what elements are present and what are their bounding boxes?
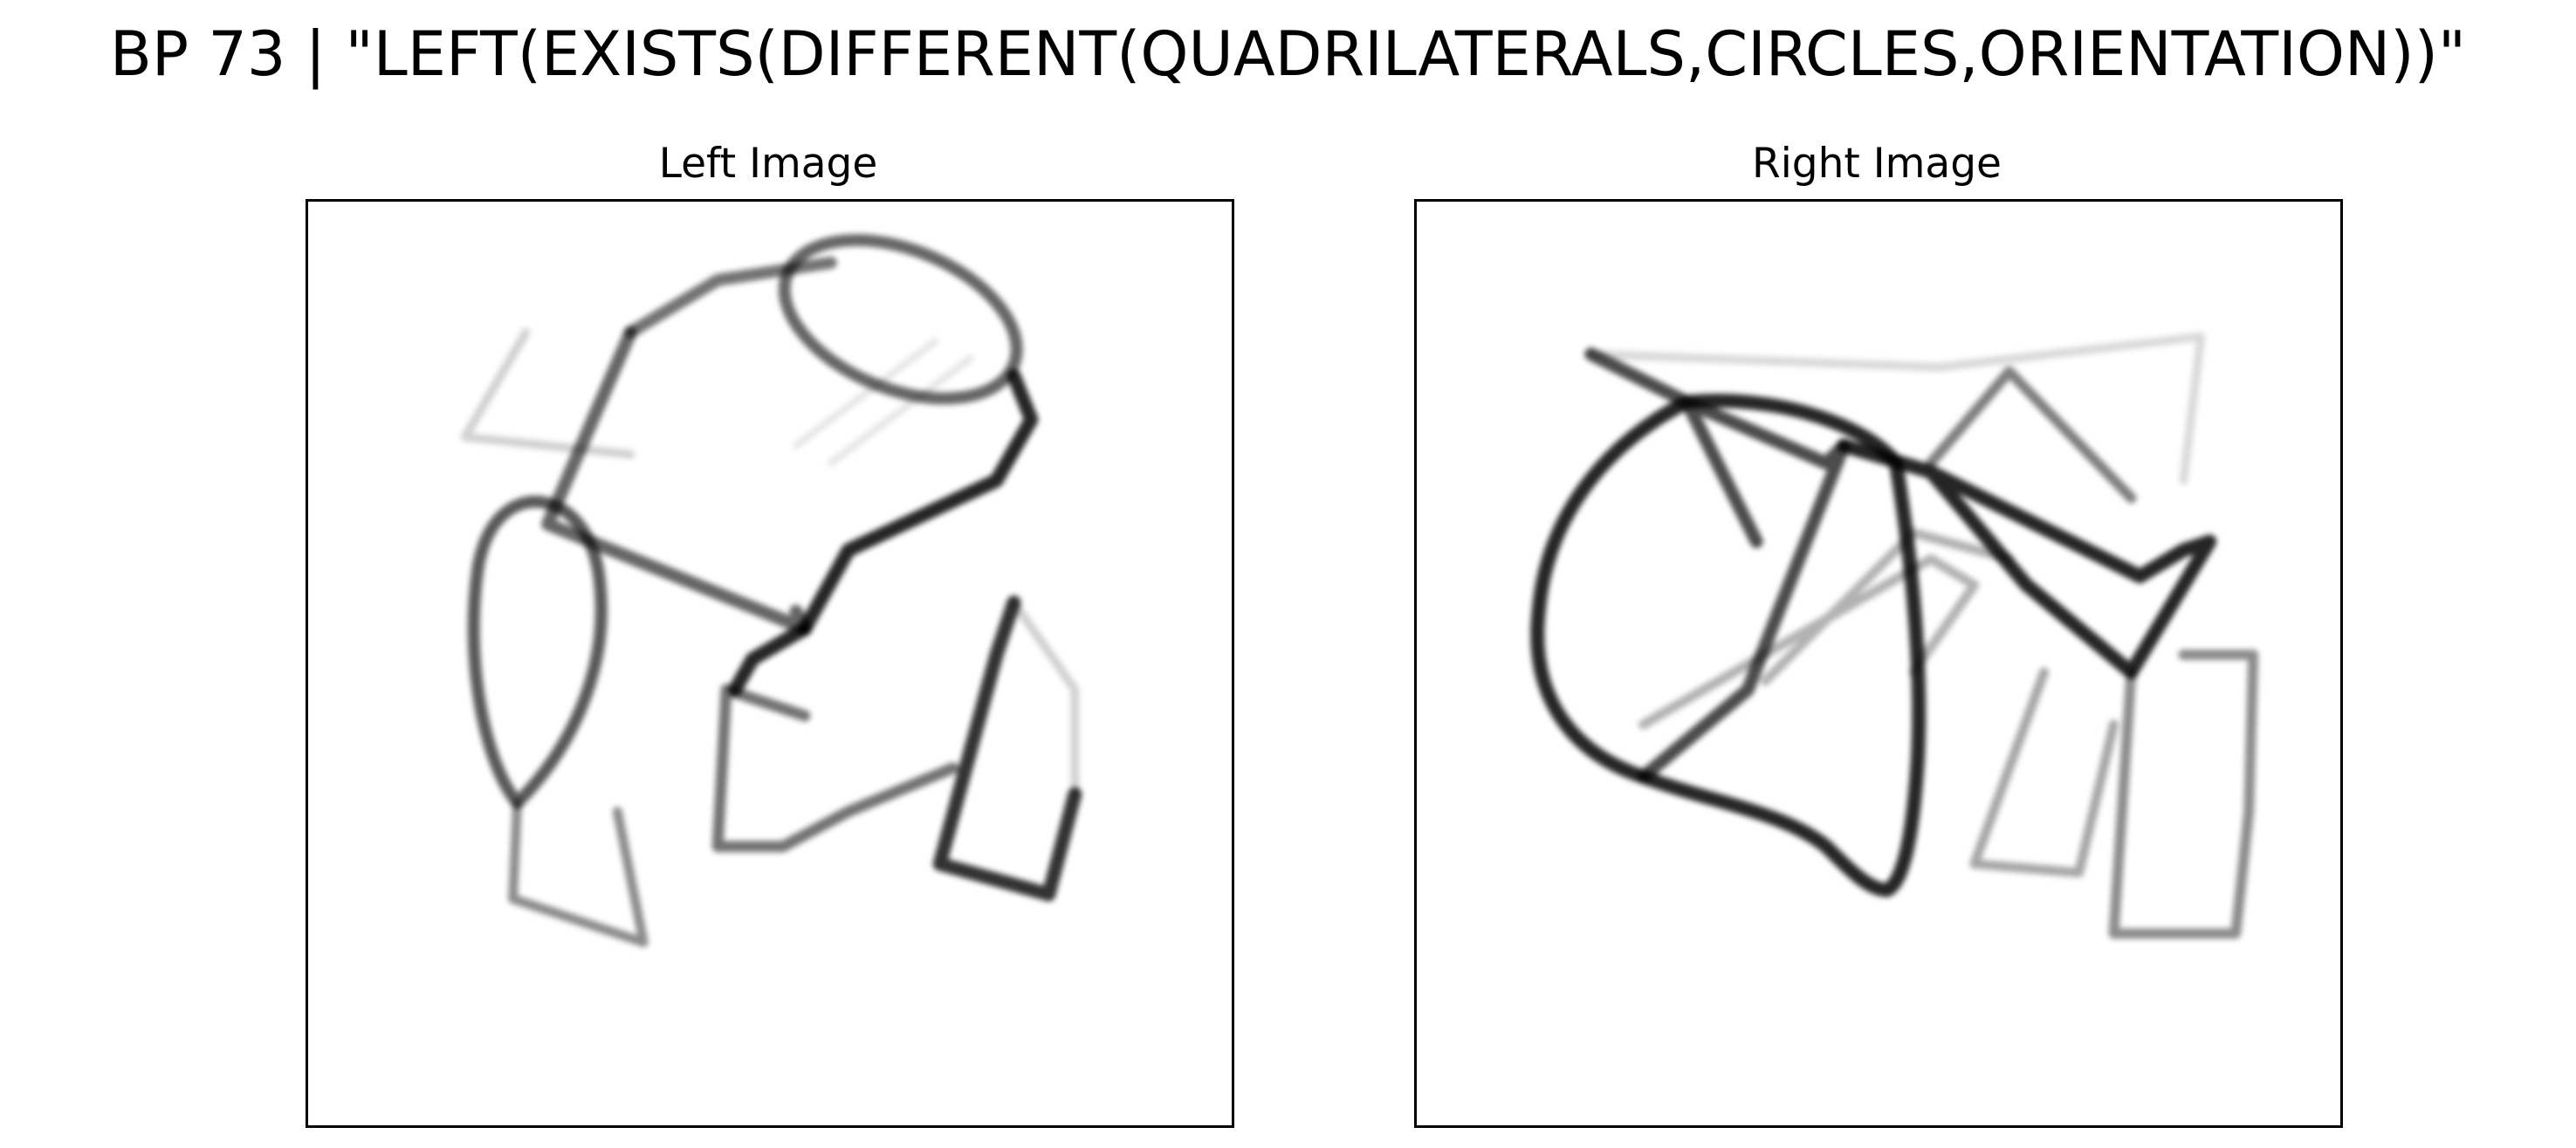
faint-crossing-lines (1638, 527, 2015, 730)
upper-quadrilateral (540, 326, 812, 636)
upper-quadrilateral-dark-edge (797, 368, 1039, 636)
central-quadrilateral (1584, 347, 1851, 784)
figure-title: BP 73 | "LEFT(EXISTS(DIFFERENT(QUADRILAT… (109, 18, 2467, 90)
large-dark-circle (1530, 394, 1927, 897)
lower-right-quadrilateral (2108, 650, 2259, 939)
right-tilted-rectangle (1837, 438, 2217, 679)
lower-right-quadrilateral (932, 595, 1082, 902)
lower-left-quadrilateral (508, 798, 649, 947)
left-image-drawing (460, 234, 1082, 947)
faint-line (792, 337, 974, 467)
faint-top-triangle (1586, 332, 2206, 485)
left-teardrop-circle (467, 495, 608, 809)
upper-ellipse (778, 234, 1023, 405)
left-image-panel (306, 199, 1234, 1128)
upper-right-small-quadrilateral (1925, 366, 2137, 504)
left-panel-title: Left Image (658, 140, 878, 188)
right-panel-title: Right Image (1752, 140, 2002, 188)
right-image-panel (1414, 199, 2343, 1128)
middle-right-faint-quadrilateral (1969, 667, 2119, 878)
middle-hook-shape (728, 622, 812, 697)
lower-right-quadrilateral-faint (1009, 598, 1080, 799)
middle-hook-lower (711, 684, 959, 853)
right-image-drawing (1530, 332, 2259, 939)
